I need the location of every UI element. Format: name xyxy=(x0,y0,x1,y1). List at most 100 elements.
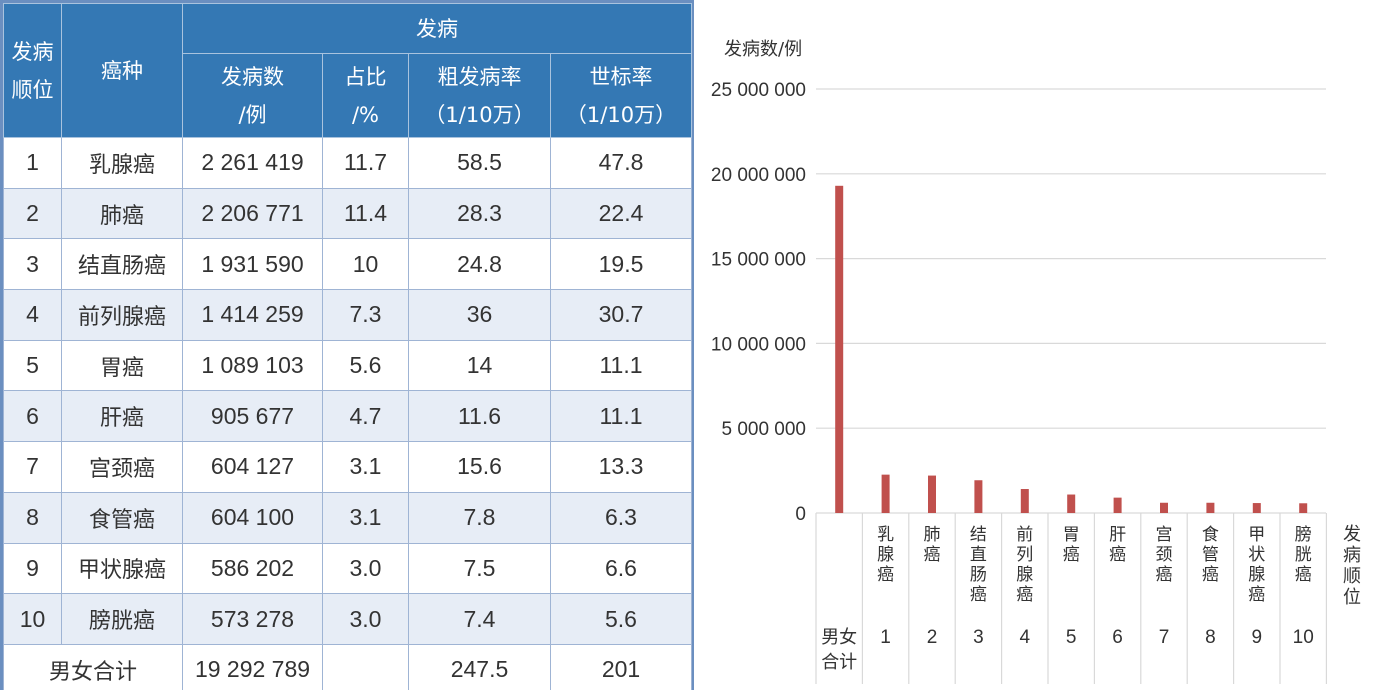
table-row: 6 肝癌 905 677 4.7 11.6 11.1 xyxy=(3,390,692,443)
cell-share: 3.1 xyxy=(322,491,409,544)
rank-label: 6 xyxy=(1112,627,1123,648)
y-tick-label: 5 000 000 xyxy=(721,419,806,440)
cell-share: 11.7 xyxy=(322,137,409,189)
cell-cancer: 肝癌 xyxy=(61,390,183,443)
cell-cases: 2 261 419 xyxy=(182,137,323,189)
cell-share: 10 xyxy=(322,238,409,291)
cell-share: 7.3 xyxy=(322,289,409,341)
category-label: 胃癌 xyxy=(1063,525,1080,565)
table-row: 10 膀胱癌 573 278 3.0 7.4 5.6 xyxy=(3,593,692,645)
cell-asr: 5.6 xyxy=(550,593,692,645)
header-rank: 发病 顺位 xyxy=(3,3,62,138)
cell-total-crude: 247.5 xyxy=(408,643,551,690)
y-axis-label: 发病数/例 xyxy=(724,39,802,60)
cell-rank: 3 xyxy=(3,238,62,291)
header-share: 占比 /% xyxy=(322,53,409,138)
chart-bars xyxy=(835,185,1308,513)
category-label: 肝癌 xyxy=(1109,525,1126,565)
cell-cancer: 甲状腺癌 xyxy=(61,542,183,595)
bar xyxy=(1160,502,1168,513)
cell-crude: 24.8 xyxy=(408,238,551,291)
cell-crude: 15.6 xyxy=(408,441,551,493)
header-asr-line1: 世标率 xyxy=(589,64,653,89)
rank-label: 9 xyxy=(1252,627,1263,648)
category-label: 肺癌 xyxy=(924,525,941,565)
category-label: 宫颈癌 xyxy=(1156,525,1173,585)
cell-rank: 8 xyxy=(3,491,62,544)
header-cases-line2: /例 xyxy=(238,102,267,127)
cell-rank: 4 xyxy=(3,289,62,341)
cell-rank: 2 xyxy=(3,187,62,240)
header-cases-line1: 发病数 xyxy=(221,64,284,89)
header-cases: 发病数 /例 xyxy=(182,53,323,138)
header-share-line1: 占比 xyxy=(344,64,387,89)
incidence-table: 发病 顺位 癌种 发病 发病数 /例 占比 /% 粗发病率 （1/10万） xyxy=(3,3,692,690)
header-asr: 世标率 （1/10万） xyxy=(550,53,692,138)
cell-asr: 22.4 xyxy=(550,187,692,240)
bar xyxy=(974,480,983,513)
x-axis-label-text: 发病顺位 xyxy=(1343,524,1361,608)
rank-label: 3 xyxy=(973,627,984,648)
cell-rank: 9 xyxy=(3,542,62,595)
category-label: 男女 xyxy=(821,627,857,648)
cell-asr: 47.8 xyxy=(550,137,692,189)
cell-cases: 604 127 xyxy=(182,441,323,493)
header-cancer: 癌种 xyxy=(61,3,183,138)
y-axis-ticks: 0 5 000 000 10 000 000 15 000 000 20 000 000… xyxy=(711,80,806,525)
cell-share: 3.0 xyxy=(322,542,409,595)
cell-crude: 58.5 xyxy=(408,137,551,189)
cell-cases: 905 677 xyxy=(182,390,323,443)
chart-svg: 0 5 000 000 10 000 000 15 000 000 20 000 000… xyxy=(711,39,1361,684)
category-label: 合计 xyxy=(821,652,857,673)
table-row: 1 乳腺癌 2 261 419 11.7 58.5 47.8 xyxy=(3,137,692,189)
rank-label: 10 xyxy=(1293,627,1314,648)
cell-asr: 19.5 xyxy=(550,238,692,291)
bar xyxy=(928,475,936,513)
cell-cases: 604 100 xyxy=(182,491,323,544)
y-tick-label: 20 000 000 xyxy=(711,165,806,186)
cell-cases: 1 931 590 xyxy=(182,238,323,291)
bar xyxy=(1252,503,1261,513)
header-share-line2: /% xyxy=(351,102,380,127)
category-label: 乳腺癌 xyxy=(877,525,894,585)
header-group: 发病 xyxy=(182,3,692,54)
cell-share: 11.4 xyxy=(322,187,409,240)
header-crude-line2: （1/10万） xyxy=(424,102,535,127)
x-axis-categories: 男女合计 乳腺癌 1 肺癌 2 结直肠癌 3 前列腺癌 4 胃癌 5 肝癌 6 宫颈癌 7 食管癌 8 甲状腺癌 9… xyxy=(821,525,1314,673)
header-asr-line2: （1/10万） xyxy=(565,102,677,127)
cell-cases: 2 206 771 xyxy=(182,187,323,240)
cell-cases: 573 278 xyxy=(182,593,323,645)
cell-cases: 1 414 259 xyxy=(182,289,323,341)
cell-crude: 28.3 xyxy=(408,187,551,240)
cell-cases: 586 202 xyxy=(182,542,323,595)
cell-crude: 11.6 xyxy=(408,390,551,443)
y-tick-label: 25 000 000 xyxy=(711,80,806,101)
rank-label: 8 xyxy=(1205,627,1216,648)
cell-rank: 10 xyxy=(3,593,62,645)
rank-label: 5 xyxy=(1066,627,1077,648)
cell-asr: 6.3 xyxy=(550,491,692,544)
rank-label: 4 xyxy=(1020,627,1031,648)
header-crude-line1: 粗发病率 xyxy=(437,64,522,89)
category-label: 结直肠癌 xyxy=(970,525,987,605)
bar xyxy=(1020,489,1029,513)
table-row: 4 前列腺癌 1 414 259 7.3 36 30.7 xyxy=(3,289,692,341)
x-axis-label: 发病顺位 xyxy=(1343,524,1361,608)
category-label: 食管癌 xyxy=(1202,525,1219,585)
cell-rank: 5 xyxy=(3,339,62,392)
cell-share: 4.7 xyxy=(322,390,409,443)
cell-cancer: 宫颈癌 xyxy=(61,441,183,493)
category-label: 甲状腺癌 xyxy=(1248,525,1265,605)
bar xyxy=(1299,503,1308,513)
bar xyxy=(1067,494,1076,513)
cell-total-label: 男女合计 xyxy=(3,643,183,690)
cell-cancer: 胃癌 xyxy=(61,339,183,392)
cell-total-cases: 19 292 789 xyxy=(182,643,323,690)
cell-cancer: 膀胱癌 xyxy=(61,593,183,645)
table-total-row: 男女合计 19 292 789 247.5 201 xyxy=(3,643,692,690)
bar xyxy=(1113,497,1122,513)
table-row: 9 甲状腺癌 586 202 3.0 7.5 6.6 xyxy=(3,542,692,595)
y-tick-label: 10 000 000 xyxy=(711,334,806,355)
cell-cancer: 结直肠癌 xyxy=(61,238,183,291)
cell-crude: 7.8 xyxy=(408,491,551,544)
